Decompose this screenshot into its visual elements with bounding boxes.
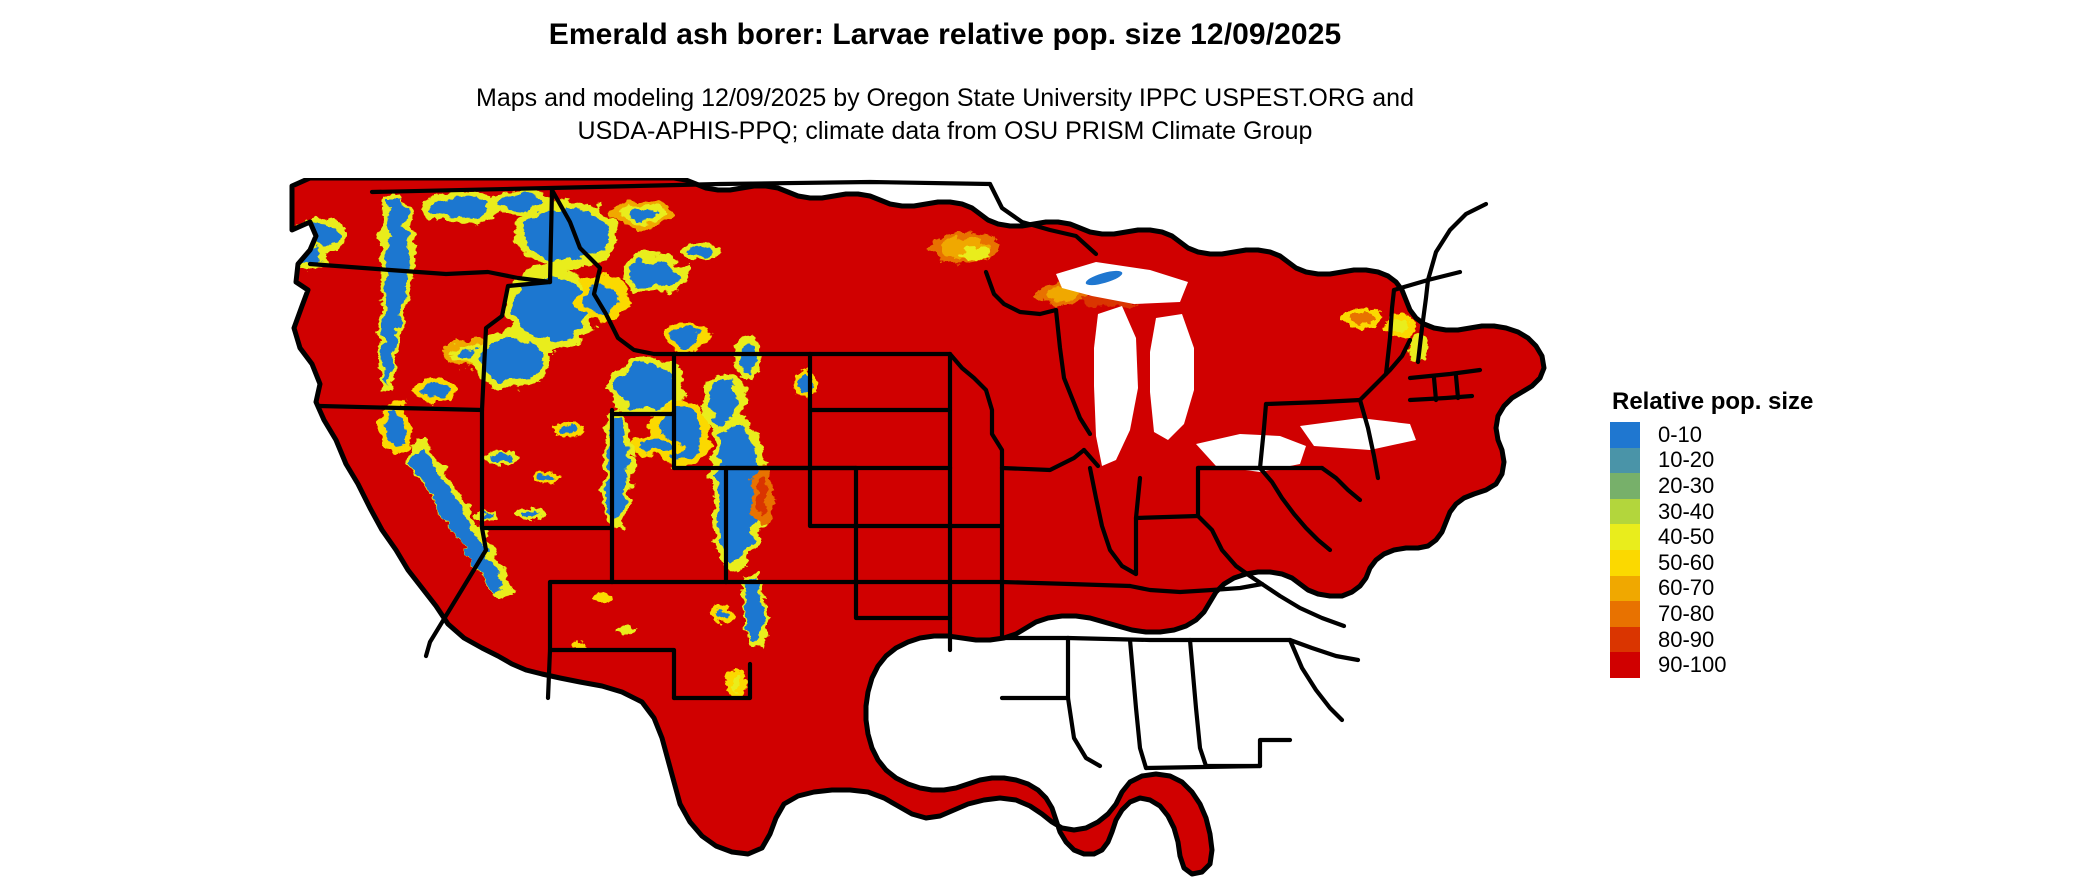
raster-sangre-de-cristo bbox=[710, 572, 768, 698]
legend-color-swatch bbox=[1610, 447, 1640, 474]
legend-item-label: 60-70 bbox=[1658, 575, 1715, 601]
legend-item-label: 70-80 bbox=[1658, 600, 1715, 626]
map-figure bbox=[250, 178, 1590, 878]
legend-item: 60-70 bbox=[1610, 575, 1910, 602]
legend-item-label: 40-50 bbox=[1658, 524, 1715, 550]
raster-arrowhead bbox=[930, 232, 998, 264]
legend-item: 0-10 bbox=[1610, 422, 1910, 448]
legend-color-swatch bbox=[1610, 626, 1640, 653]
raster-cascades bbox=[378, 194, 416, 454]
map-water-bodies bbox=[1056, 262, 1416, 472]
subtitle-line-1: Maps and modeling 12/09/2025 by Oregon S… bbox=[476, 84, 1414, 112]
legend-color-swatch bbox=[1610, 575, 1640, 602]
map-legend: Relative pop. size 0-10 10-20 20-30 30-40 40… bbox=[1610, 388, 1910, 678]
legend-title: Relative pop. size bbox=[1612, 388, 1814, 415]
us-choropleth-map bbox=[250, 178, 1590, 878]
raster-channel-islands bbox=[437, 643, 455, 649]
legend-item-label: 50-60 bbox=[1658, 549, 1715, 575]
legend-color-swatch bbox=[1610, 652, 1640, 678]
legend-item-label: 20-30 bbox=[1658, 472, 1715, 498]
legend-item-label: 10-20 bbox=[1658, 447, 1715, 473]
raster-great-basin bbox=[474, 423, 584, 521]
legend-item-label: 90-100 bbox=[1658, 652, 1727, 678]
subtitle-line-2: USDA-APHIS-PPQ; climate data from OSU PR… bbox=[577, 117, 1313, 145]
legend-item-label: 30-40 bbox=[1658, 498, 1715, 524]
legend-item-list: 0-10 10-20 20-30 30-40 40-50 50-60 60-70 70-80 8… bbox=[1610, 422, 1910, 678]
legend-item: 70-80 bbox=[1610, 601, 1910, 627]
page-subtitle: Maps and modeling 12/09/2025 by Oregon S… bbox=[0, 82, 1890, 148]
raster-northern-maine bbox=[1460, 204, 1526, 290]
legend-color-swatch bbox=[1610, 498, 1640, 525]
legend-item: 10-20 bbox=[1610, 447, 1910, 474]
legend-color-swatch bbox=[1610, 524, 1640, 550]
page-title: Emerald ash borer: Larvae relative pop. … bbox=[548, 18, 1342, 51]
legend-item: 30-40 bbox=[1610, 498, 1910, 525]
isle-royale bbox=[1085, 270, 1123, 286]
raster-montana-ranges bbox=[612, 199, 720, 354]
legend-color-swatch bbox=[1610, 473, 1640, 499]
legend-color-swatch bbox=[1610, 422, 1640, 448]
legend-item: 80-90 bbox=[1610, 626, 1910, 653]
legend-color-swatch bbox=[1610, 549, 1640, 576]
legend-item: 50-60 bbox=[1610, 549, 1910, 576]
raster-new-england-coast bbox=[1454, 302, 1522, 323]
legend-item-label: 80-90 bbox=[1658, 626, 1715, 652]
state-boundaries bbox=[307, 179, 1489, 771]
legend-item: 90-100 bbox=[1610, 652, 1910, 678]
legend-item-label: 0-10 bbox=[1658, 421, 1703, 447]
legend-item: 20-30 bbox=[1610, 473, 1910, 499]
legend-item: 40-50 bbox=[1610, 524, 1910, 550]
legend-color-swatch bbox=[1610, 601, 1640, 627]
raster-idaho-rockies bbox=[472, 200, 628, 390]
